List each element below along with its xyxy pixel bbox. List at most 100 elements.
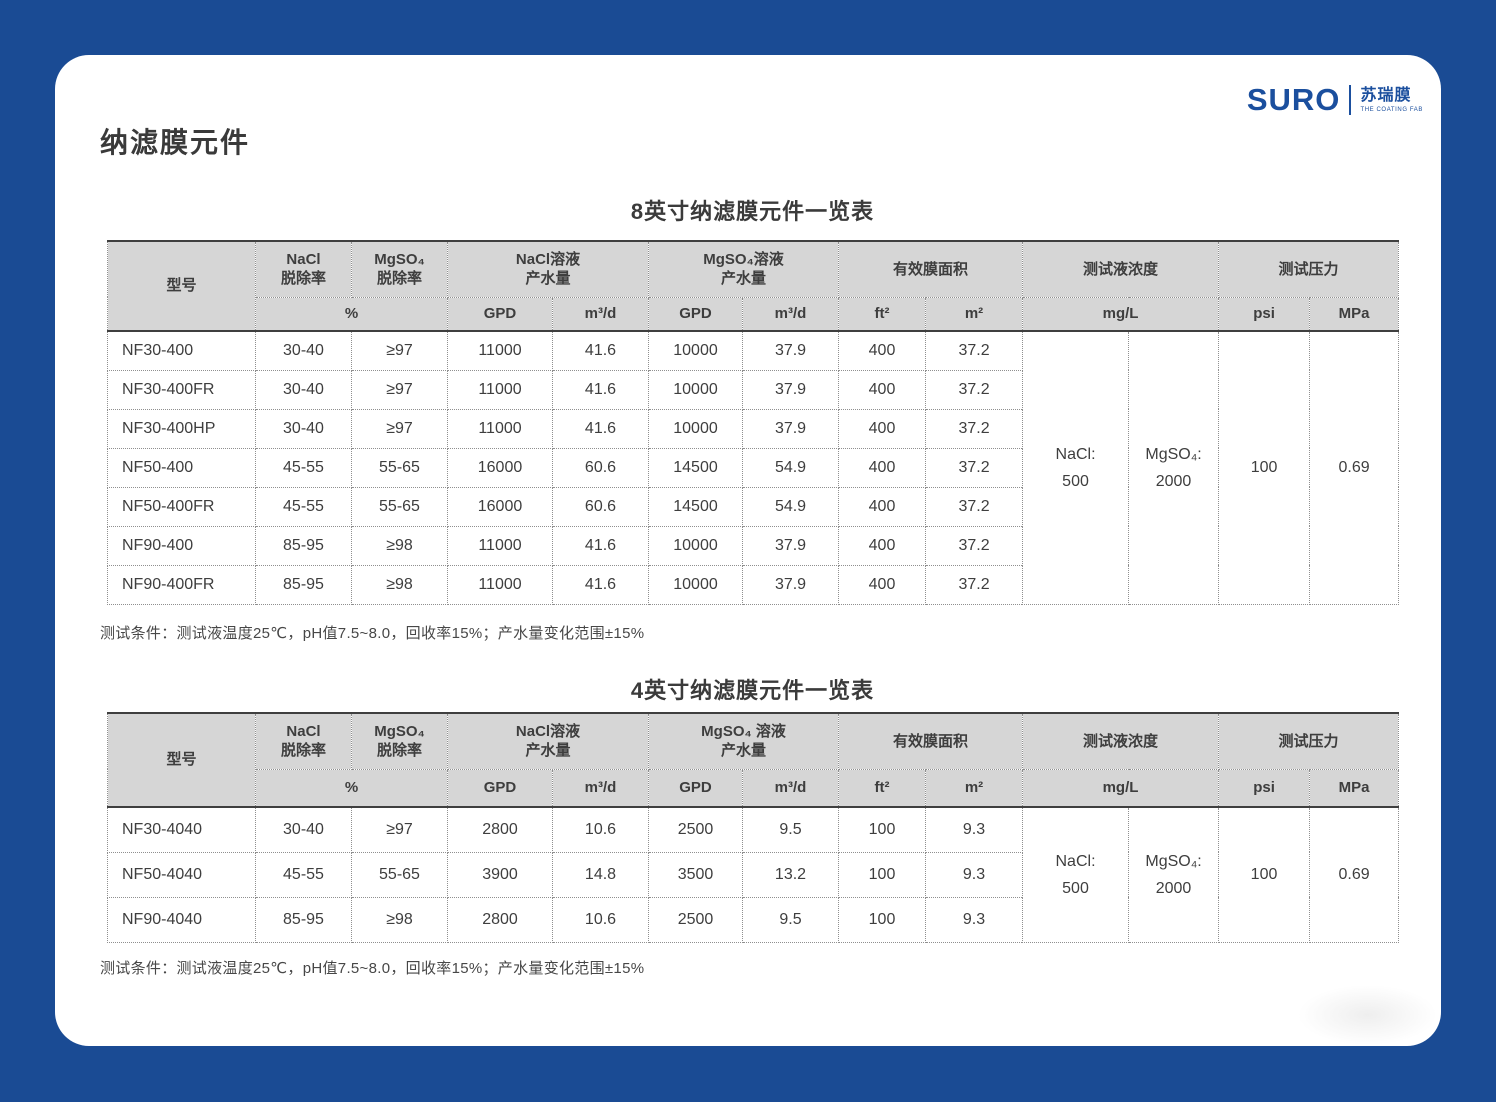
header-test-concentration: 测试液浓度 (1022, 240, 1220, 298)
table-row: NF90-400FR 85-95 ≥98 11000 41.6 10000 37.9 400 3… (107, 564, 1399, 605)
header-m3d-unit: m³/d (742, 768, 839, 808)
header-test-concentration: 测试液浓度 (1022, 712, 1220, 770)
test-conditions-note-8inch: 测试条件：测试液温度25℃，pH值7.5~8.0，回收率15%；产水量变化范围±… (100, 625, 645, 642)
value-cell: 37.2 (925, 447, 1024, 488)
value-cell: 85-95 (255, 525, 352, 566)
value-cell: 2500 (648, 806, 743, 853)
value-cell: 30-40 (255, 330, 352, 371)
logo-brand-text: SURO (1246, 82, 1341, 117)
value-cell: 9.3 (924, 896, 1024, 943)
logo-cn-name: 苏瑞膜 (1360, 87, 1412, 105)
model-cell: NF50-400FR (107, 486, 256, 527)
header-psi-unit: psi (1218, 768, 1311, 808)
value-cell: 11000 (447, 330, 553, 371)
header-nacl-flow: NaCl溶液 产水量 (447, 240, 649, 298)
table-row: NF30-400FR 30-40 ≥97 11000 41.6 10000 37.9 400 3… (107, 369, 1399, 410)
watermark-smudge (1275, 975, 1460, 1055)
value-cell: 55-65 (351, 486, 448, 527)
value-cell: 100 (838, 896, 926, 943)
page-title: 纳滤膜元件 (100, 127, 251, 158)
value-cell: 400 (838, 447, 927, 488)
value-cell: 30-40 (255, 408, 352, 449)
table-row: NF30-400HP 30-40 ≥97 11000 41.6 10000 37.9 400 3… (107, 408, 1399, 449)
header-gpd-unit: GPD (447, 296, 553, 332)
value-cell: 37.9 (741, 564, 840, 605)
model-cell: NF30-400FR (107, 369, 256, 410)
header-mpa-unit: MPa (1309, 296, 1400, 332)
value-cell: ≥98 (351, 564, 448, 605)
value-cell: 2800 (447, 806, 553, 853)
table-row: NF90-4040 85-95 ≥98 2800 10.6 2500 9.5 100 9.3 (107, 896, 1399, 943)
value-cell: 10.6 (552, 896, 649, 943)
value-cell: 400 (838, 486, 927, 527)
value-cell: 37.9 (741, 525, 840, 566)
header-mgl-unit: mg/L (1022, 768, 1220, 808)
value-cell: 41.6 (552, 564, 649, 605)
header-model: 型号 (107, 712, 256, 808)
table-row: NF30-4040 30-40 ≥97 2800 10.6 2500 9.5 100 9.3 Na… (107, 806, 1400, 943)
model-cell: NF30-400HP (107, 408, 256, 449)
value-cell: 30-40 (255, 369, 352, 410)
value-cell: 11000 (447, 408, 553, 449)
value-cell: 2800 (447, 896, 553, 943)
value-cell: 60.6 (552, 486, 649, 527)
nacl-concentration-cell: NaCl: 500 (1022, 330, 1130, 605)
value-cell: 11000 (447, 525, 553, 566)
value-cell: 3900 (447, 851, 553, 898)
value-cell: ≥97 (351, 408, 448, 449)
value-cell: 10000 (648, 369, 743, 410)
value-cell: 16000 (447, 447, 553, 488)
value-cell: 16000 (447, 486, 553, 527)
value-cell: 10000 (648, 564, 743, 605)
header-gpd-unit: GPD (447, 768, 553, 808)
header-ft2-unit: ft² (838, 296, 927, 332)
value-cell: 41.6 (552, 408, 649, 449)
table-title-4inch: 4英寸纳滤膜元件一览表 (630, 678, 875, 703)
mgso4-concentration-cell: MgSO₄: 2000 (1128, 330, 1220, 605)
value-cell: 30-40 (255, 806, 352, 853)
model-cell: NF90-400 (107, 525, 256, 566)
header-gpd-unit: GPD (648, 296, 743, 332)
value-cell: 55-65 (351, 851, 448, 898)
value-cell: ≥98 (351, 896, 448, 943)
value-cell: 41.6 (552, 330, 649, 371)
header-ft2-unit: ft² (838, 768, 926, 808)
value-cell: 37.9 (741, 408, 840, 449)
table-8inch-wrapper: 型号 NaCl 脱除率 MgSO₄ 脱除率 NaCl溶液 产水量 MgSO₄溶液… (107, 240, 1400, 605)
value-cell: 45-55 (255, 486, 352, 527)
header-percent-unit: % (255, 296, 448, 332)
spec-table-8inch: 型号 NaCl 脱除率 MgSO₄ 脱除率 NaCl溶液 产水量 MgSO₄溶液… (107, 240, 1400, 605)
value-cell: 11000 (447, 369, 553, 410)
brand-logo: SURO 苏瑞膜 THE COATING FAB (1247, 82, 1423, 118)
value-cell: 37.9 (741, 330, 840, 371)
value-cell: 9.5 (742, 896, 839, 943)
table-row: NF30-400 30-40 ≥97 11000 41.6 10000 37.9 400 37.… (107, 330, 1400, 605)
value-cell: 11000 (447, 564, 553, 605)
value-cell: 45-55 (255, 851, 352, 898)
value-cell: 14500 (648, 486, 743, 527)
header-mgso4-flow: MgSO₄溶液 产水量 (647, 240, 840, 298)
psi-cell: 100 (1218, 806, 1311, 943)
table-row: NF90-400 85-95 ≥98 11000 41.6 10000 37.9 400 37.… (107, 525, 1399, 566)
value-cell: 9.5 (742, 806, 839, 853)
value-cell: 85-95 (255, 564, 352, 605)
value-cell: 100 (838, 806, 926, 853)
value-cell: 400 (838, 330, 927, 371)
value-cell: 37.2 (925, 369, 1024, 410)
value-cell: 3500 (648, 851, 743, 898)
content-card: SURO 苏瑞膜 THE COATING FAB 纳滤膜元件 8英寸纳滤膜元件一… (55, 55, 1460, 1055)
value-cell: ≥98 (351, 525, 448, 566)
mpa-cell: 0.69 (1309, 330, 1400, 605)
value-cell: 2500 (648, 896, 743, 943)
value-cell: 14.8 (552, 851, 649, 898)
value-cell: 60.6 (552, 447, 649, 488)
value-cell: 400 (838, 564, 927, 605)
value-cell: 13.2 (742, 851, 839, 898)
header-percent-unit: % (255, 768, 448, 808)
value-cell: 54.9 (741, 486, 840, 527)
test-conditions-note-4inch: 测试条件：测试液温度25℃，pH值7.5~8.0，回收率15%；产水量变化范围±… (100, 960, 645, 977)
value-cell: 9.3 (924, 806, 1024, 853)
logo-tagline: THE COATING FAB (1360, 106, 1423, 113)
logo-right-block: 苏瑞膜 THE COATING FAB (1360, 87, 1423, 113)
